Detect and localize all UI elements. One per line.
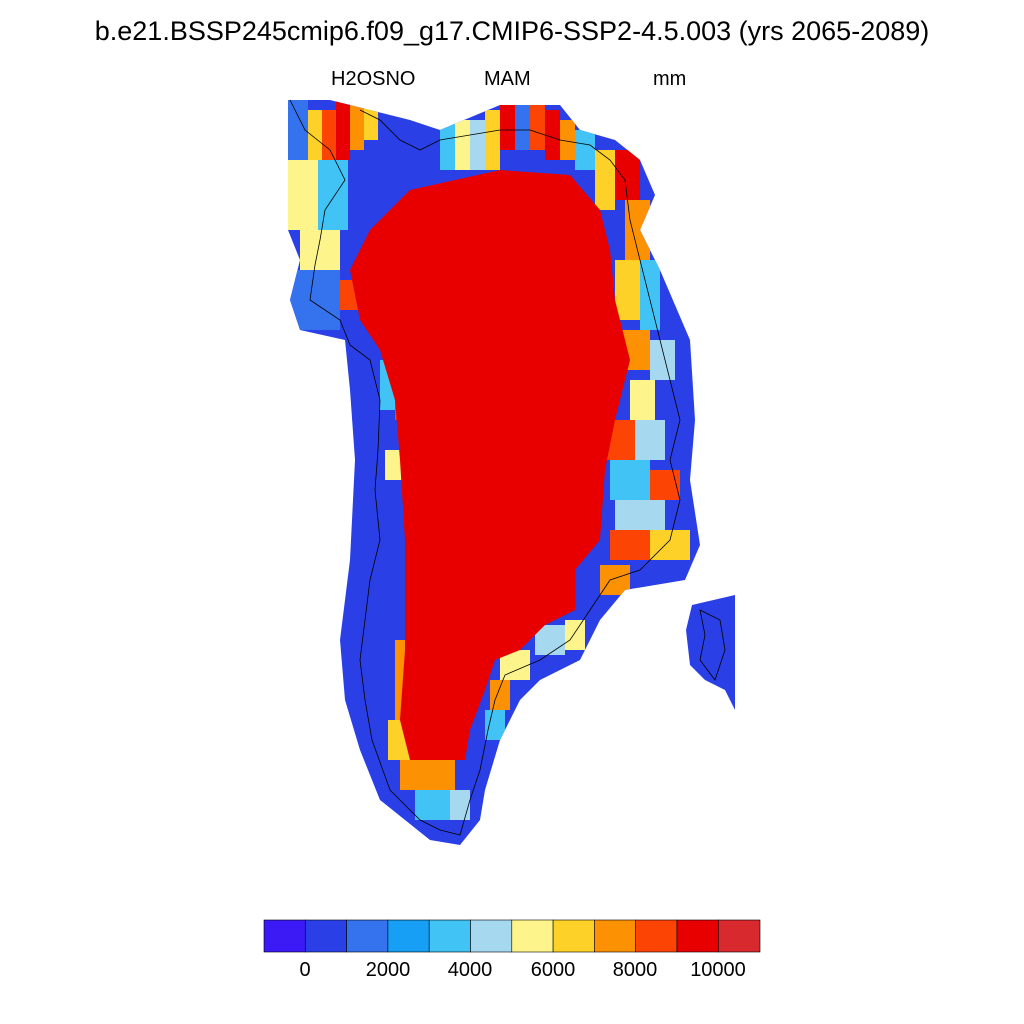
colorbar-box-1 (304, 919, 347, 953)
colorbar (263, 919, 761, 953)
colorbar-box-9 (635, 919, 678, 953)
colorbar-tick-label: 6000 (530, 959, 576, 981)
variable-label: H2OSNO (331, 68, 416, 90)
season-label: MAM (484, 68, 531, 90)
colorbar-box-11 (717, 919, 761, 953)
coastline (289, 99, 726, 836)
colorbar-box-8 (594, 919, 637, 953)
colorbar-box-0 (263, 919, 306, 953)
colorbar-box-2 (346, 919, 389, 953)
colorbar-box-7 (552, 919, 595, 953)
colorbar-box-6 (511, 919, 554, 953)
colorbar-box-10 (676, 919, 719, 953)
units-label: mm (653, 68, 687, 90)
colorbar-box-3 (387, 919, 430, 953)
colorbar-box-4 (428, 919, 471, 953)
colorbar-tick-label: 2000 (365, 959, 411, 981)
colorbar-tick-label: 10000 (690, 959, 746, 981)
colorbar-tick-label: 4000 (447, 959, 493, 981)
plot-title: b.e21.BSSP245cmip6.f09_g17.CMIP6-SSP2-4.… (94, 16, 930, 46)
colorbar-box-5 (470, 919, 513, 953)
island-east (686, 595, 735, 710)
ice-sheet-interior (350, 170, 630, 760)
colorbar-tick-label: 8000 (612, 959, 658, 981)
colorbar-tick-label: 0 (299, 959, 311, 981)
